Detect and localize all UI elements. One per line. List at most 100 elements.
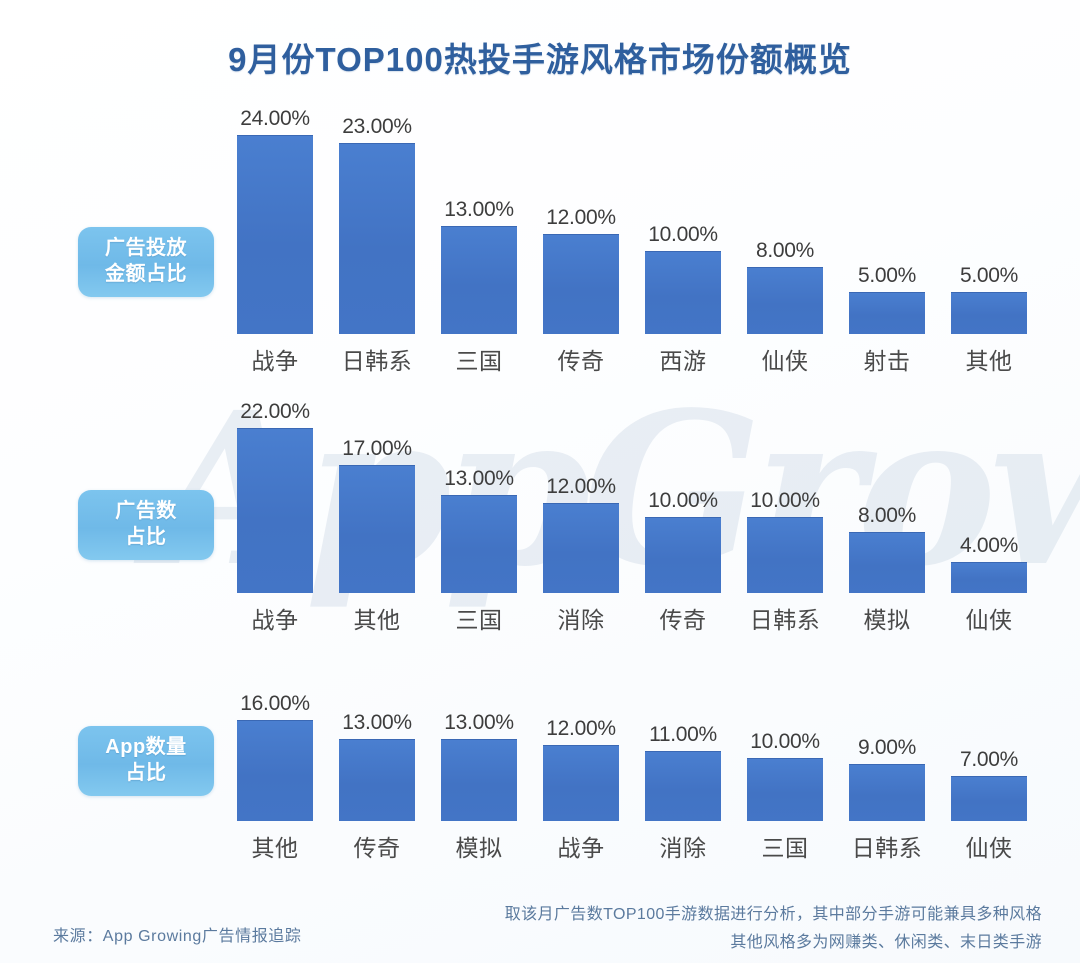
x-axis-label: 其他 [965,348,1013,374]
bar [951,562,1027,593]
bar-column: 24.00% [232,96,318,334]
bar [339,465,415,593]
bar [339,738,415,821]
x-axis-label: 三国 [455,348,503,374]
bar-column: 10.00% [742,398,828,593]
bar-column: 4.00% [946,398,1032,593]
footer-note-line-2: 其他风格多为网赚类、休闲类、末日类手游 [730,934,1042,951]
bar [237,720,313,821]
footer-notes: 取该月广告数TOP100手游数据进行分析，其中部分手游可能兼具多种风格 其他风格… [505,901,1042,957]
bar-value-label: 12.00% [546,206,616,229]
x-axis-label: 传奇 [557,348,605,374]
bar-column: 12.00% [538,96,624,334]
chart-section-ad-count: 广告数占比 22.00% 17.00% 13.00% 12.00% 10.00% 10.0… [0,398,1080,648]
bar-column: 17.00% [334,398,420,593]
page-title: 9月份TOP100热投手游风格市场份额概览 [228,41,852,78]
bar-column: 10.00% [742,688,828,821]
x-axis-label: 模拟 [863,607,911,633]
bar [645,250,721,334]
x-axis-label: 战争 [557,835,605,861]
bar-value-label: 13.00% [444,197,514,221]
footer-source: 来源：App Growing广告情报追踪 [53,928,302,945]
bar [543,502,619,593]
bar-value-label: 12.00% [546,474,616,498]
bar [441,225,517,334]
bar-column: 23.00% [334,96,420,334]
x-axis-label: 其他 [251,835,299,861]
footer-note-line-1: 取该月广告数TOP100手游数据进行分析，其中部分手游可能兼具多种风格 [504,906,1042,923]
chart-section-app-count: App数量 占比 16.00% 13.00% 13.00% 12.00% 11.00% 10… [0,688,1080,873]
x-axis-label: 战争 [251,607,299,633]
bar-value-label: 11.00% [649,723,717,747]
bar-column: 22.00% [232,398,318,593]
bar-column: 5.00% [844,96,930,334]
x-axis-label: 仙侠 [965,835,1013,861]
bar-value-label: 10.00% [750,729,820,753]
bar-column: 10.00% [640,96,726,334]
bar-value-label: 10.00% [648,489,718,513]
bar-column: 5.00% [946,96,1032,334]
bar-plot: 22.00% 17.00% 13.00% 12.00% 10.00% 10.00% 8.00… [232,398,1032,593]
bar-column: 8.00% [742,96,828,334]
bar-value-label: 12.00% [546,717,616,740]
bar [849,763,925,821]
bar [747,267,823,334]
bar-value-label: 5.00% [857,263,917,287]
bar [645,517,721,593]
bar-column: 13.00% [436,688,522,821]
bar-value-label: 5.00% [959,263,1019,287]
bar-value-label: 9.00% [857,735,917,759]
bar [747,757,823,821]
chart-section-ad-spend: 广告投放 金额占比 24.00% 23.00% 13.00% 12.00% 10.00% 8… [0,96,1080,386]
chart-badge-label: App数量 占比 [78,726,214,797]
bar-plot: 24.00% 23.00% 13.00% 12.00% 10.00% 8.00% 5.00%… [232,96,1032,334]
bar-value-label: 10.00% [648,222,718,246]
bar-plot: 16.00% 13.00% 13.00% 12.00% 11.00% 10.00% 9.00… [232,688,1032,821]
bar [441,738,517,821]
bar [951,776,1027,821]
x-axis-label: 日韩系 [341,348,413,374]
bar [747,517,823,593]
bar [849,291,925,334]
bar [441,495,517,593]
bar [543,745,619,821]
badge-line: 广告数 [115,500,177,522]
x-axis-label: 三国 [761,835,809,861]
bar-value-label: 10.00% [750,489,820,513]
bar [237,428,313,593]
x-axis-label: 三国 [455,607,503,633]
bar-value-label: 13.00% [444,710,514,734]
bar-column: 7.00% [946,688,1032,821]
bar-column: 13.00% [436,398,522,593]
chart-badge-label: 广告数 占比 [78,490,214,561]
x-axis-label: 西游 [659,348,707,374]
bar-column: 9.00% [844,688,930,821]
x-axis-label: 仙侠 [965,607,1013,633]
bar-value-label: 8.00% [755,239,815,262]
bar-value-label: 13.00% [342,710,412,734]
x-axis-labels: 其他 传奇 模拟 战争 消除 三国 日韩系 仙侠 [232,829,1032,863]
x-axis-label: 传奇 [353,835,401,861]
x-axis-label: 日韩系 [851,835,923,861]
bar-value-label: 16.00% [240,692,310,715]
x-axis-label: 消除 [557,607,605,633]
bar-column: 10.00% [640,398,726,593]
chart-badge-label: 广告投放 金额占比 [78,227,214,298]
x-axis-label: 传奇 [659,607,707,633]
bar-value-label: 23.00% [342,115,412,139]
badge-line: 占比 [125,525,167,548]
bar [543,234,619,334]
bar-column: 8.00% [844,398,930,593]
bar-column: 16.00% [232,688,318,821]
bar-column: 13.00% [436,96,522,334]
bar-column: 12.00% [538,398,624,593]
x-axis-label: 射击 [863,348,911,374]
x-axis-label: 仙侠 [761,348,809,374]
bar-value-label: 7.00% [959,748,1019,772]
bar [645,751,721,821]
x-axis-label: 日韩系 [749,607,821,633]
bar-value-label: 17.00% [342,437,412,461]
badge-line: 广告投放 [105,237,187,259]
bar-value-label: 22.00% [240,400,310,423]
